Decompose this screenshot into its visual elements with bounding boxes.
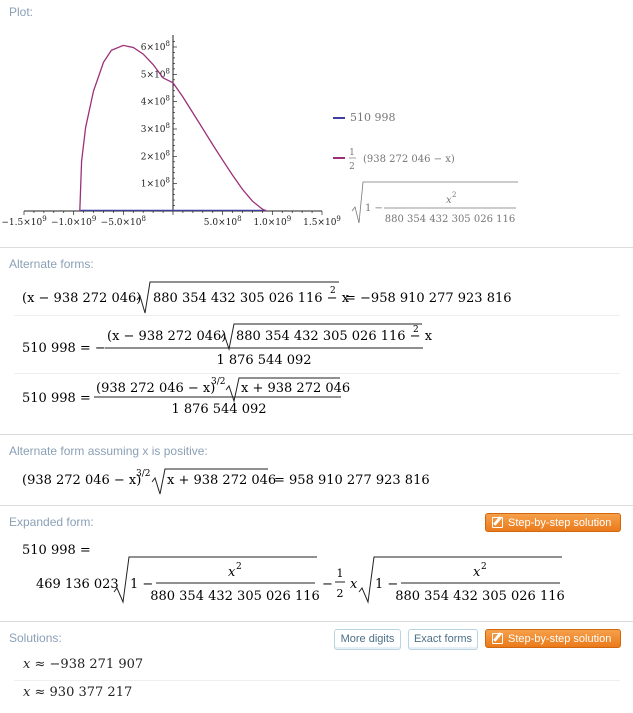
alternate-form-1: (x − 938 272 046) 880 354 432 305 026 11… — [22, 281, 512, 314]
plot-pod: Plot: −1.5×109 −1.0×109 −5.0×108 5.0×108 1.0… — [0, 0, 633, 248]
solution-1-var: x — [23, 657, 31, 672]
legend-expr: (938 272 046 − x) — [363, 154, 455, 165]
x-tick-label: −5.0×108 — [101, 215, 146, 228]
alt1-lhs: (x − 938 272 046) — [22, 291, 141, 306]
x-tick-label: 5.0×108 — [204, 215, 242, 228]
altpos-base: (938 272 046 − x) — [22, 473, 141, 488]
expanded-frac-num-2: x — [473, 565, 481, 580]
legend-frac-den: 880 354 432 305 026 116 — [385, 214, 515, 225]
expanded-title: Expanded form: — [9, 515, 94, 529]
expanded-form-math: 510 998 = 469 136 023 1 − x 2 880 354 43… — [22, 543, 565, 604]
alt-sep-1 — [14, 315, 620, 316]
plot-ticks: −1.5×109 −1.0×109 −5.0×108 5.0×108 1.0×109 1.… — [1, 40, 341, 228]
alt-positive-pod: Alternate form assuming x is positive: (… — [0, 435, 633, 506]
expanded-one-minus-2: 1 − — [375, 577, 398, 592]
expanded-frac-den-1: 880 354 432 305 026 116 — [150, 589, 320, 604]
y-tick-label: 5×108 — [141, 67, 170, 80]
solution-2-var: x — [23, 685, 31, 700]
x-tick-label: −1.0×109 — [51, 215, 96, 228]
alt2-num-radicand: 880 354 432 305 026 116 − x — [236, 329, 433, 344]
exact-forms-button[interactable]: Exact forms — [408, 629, 478, 650]
alt-sep-2 — [14, 373, 620, 374]
expanded-half-num: 1 — [337, 567, 344, 580]
x-tick-label: 1.5×109 — [303, 215, 341, 228]
legend-half-num: 1 — [349, 148, 355, 158]
expanded-form-pod: Expanded form: Step-by-step solution 510… — [0, 506, 633, 622]
y-tick-label: 4×108 — [141, 95, 170, 108]
expanded-x: x — [350, 577, 358, 592]
legend-label-series2: 1 2 (938 272 046 − x) 1 − x 2 880 354 43… — [349, 148, 518, 225]
expanded-coef: 469 136 023 — [36, 577, 119, 592]
alt2-lhs: 510 998 = − — [22, 341, 106, 356]
solutions-step-by-step-button[interactable]: Step-by-step solution — [485, 629, 621, 648]
legend-one-minus: 1 − — [365, 203, 383, 214]
plot-chart: −1.5×109 −1.0×109 −5.0×108 5.0×108 1.0×109 1.… — [1, 35, 341, 228]
legend-frac-num: x — [446, 195, 452, 206]
solution-1-approx: ≈ — [34, 657, 46, 672]
alt2-den: 1 876 544 092 — [216, 353, 311, 368]
alt2-num-exp: 2 — [413, 325, 419, 335]
solution-2-value: 930 377 217 — [49, 685, 133, 700]
y-tick-label: 6×108 — [141, 40, 170, 53]
alternate-forms-pod: Alternate forms: (x − 938 272 046) 880 3… — [0, 248, 633, 435]
alt3-num-a-exp: 3/2 — [211, 377, 225, 387]
expanded-lhs: 510 998 = — [22, 543, 91, 558]
solutions-sep — [14, 680, 620, 681]
expanded-frac-den-2: 880 354 432 305 026 116 — [395, 589, 565, 604]
solution-2-approx: ≈ — [34, 685, 46, 700]
solutions-step-label: Step-by-step solution — [508, 633, 612, 645]
alt3-den: 1 876 544 092 — [171, 402, 266, 417]
solutions-pod: Solutions: More digits Exact forms Step-… — [0, 622, 633, 713]
alt-positive-form: (938 272 046 − x) 3/2 x + 938 272 046 = … — [22, 468, 430, 495]
expanded-step-by-step-button[interactable]: Step-by-step solution — [485, 513, 621, 532]
alt3-num-a: (938 272 046 − x) — [96, 381, 215, 396]
legend-swatch-series2 — [333, 157, 345, 159]
alt1-radicand-exp: 2 — [330, 286, 336, 296]
expanded-minus: − — [322, 577, 333, 592]
y-tick-label: 2×108 — [141, 149, 170, 162]
y-tick-label: 1×108 — [141, 177, 170, 190]
x-tick-label: 1.0×109 — [253, 215, 291, 228]
solutions-title: Solutions: — [9, 631, 62, 645]
alternate-form-2: 510 998 = − (x − 938 272 046) 880 354 43… — [22, 323, 433, 368]
legend-swatch-series1 — [333, 117, 345, 119]
expanded-half-den: 2 — [337, 587, 344, 600]
plot-axes — [24, 35, 322, 212]
expanded-frac-num-exp-2: 2 — [481, 562, 487, 572]
alternate-form-3: 510 998 = (938 272 046 − x) 3/2 x + 938 … — [22, 377, 350, 417]
series-half-expr-line — [79, 44, 267, 212]
alt-positive-title: Alternate form assuming x is positive: — [9, 444, 208, 458]
legend-label-series1: 510 998 — [350, 111, 396, 124]
expanded-step-label: Step-by-step solution — [508, 517, 612, 529]
altpos-exp: 3/2 — [136, 469, 150, 479]
expanded-frac-num-1: x — [228, 565, 236, 580]
solution-1: x ≈ −938 271 907 — [23, 657, 143, 672]
x-tick-label: −1.5×109 — [1, 215, 46, 228]
alt1-radicand: 880 354 432 305 026 116 − x — [153, 291, 350, 306]
expanded-one-minus-1: 1 − — [130, 577, 153, 592]
alt2-num-a: (x − 938 272 046) — [107, 329, 226, 344]
plot-title: Plot: — [9, 5, 34, 19]
altpos-rhs: = 958 910 277 923 816 — [274, 473, 430, 488]
solution-1-value: −938 271 907 — [49, 657, 144, 672]
alt1-rhs: = −958 910 277 923 816 — [345, 291, 512, 306]
altpos-radicand: x + 938 272 046 — [167, 473, 276, 488]
more-digits-button[interactable]: More digits — [334, 629, 401, 650]
expanded-frac-num-exp-1: 2 — [236, 562, 242, 572]
legend-frac-num-exp: 2 — [452, 191, 456, 199]
alt3-lhs: 510 998 = — [22, 391, 91, 406]
legend-half-den: 2 — [349, 162, 355, 172]
alternate-forms-title: Alternate forms: — [9, 257, 94, 271]
y-tick-label: 3×108 — [141, 122, 170, 135]
solution-2: x ≈ 930 377 217 — [23, 685, 132, 700]
alt3-num-radicand: x + 938 272 046 — [241, 381, 350, 396]
